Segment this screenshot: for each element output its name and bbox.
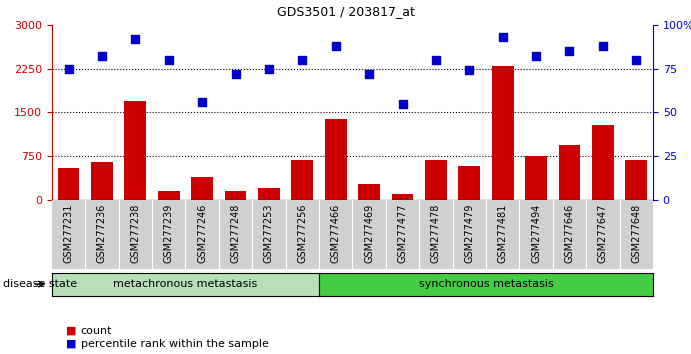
Text: GSM277478: GSM277478 <box>431 204 441 263</box>
Text: ■: ■ <box>66 339 76 349</box>
Bar <box>225 191 247 200</box>
Text: percentile rank within the sample: percentile rank within the sample <box>81 339 269 349</box>
Point <box>130 36 141 42</box>
Point <box>96 53 107 59</box>
Bar <box>91 162 113 200</box>
Bar <box>258 188 280 200</box>
Bar <box>392 194 413 200</box>
Point <box>63 66 74 72</box>
Text: GSM277648: GSM277648 <box>632 204 641 263</box>
Bar <box>458 166 480 200</box>
Text: GSM277479: GSM277479 <box>464 204 474 263</box>
Bar <box>158 191 180 200</box>
Point <box>564 48 575 54</box>
Text: synchronous metastasis: synchronous metastasis <box>419 279 553 289</box>
Text: GSM277231: GSM277231 <box>64 204 73 263</box>
Text: GSM277238: GSM277238 <box>131 204 140 263</box>
Text: GSM277494: GSM277494 <box>531 204 541 263</box>
Text: count: count <box>81 326 113 336</box>
Point <box>597 43 608 48</box>
Text: GSM277477: GSM277477 <box>397 204 408 263</box>
Bar <box>124 101 146 200</box>
Bar <box>592 125 614 200</box>
Text: GDS3501 / 203817_at: GDS3501 / 203817_at <box>276 5 415 18</box>
Text: GSM277253: GSM277253 <box>264 204 274 263</box>
Point <box>163 57 174 63</box>
Bar <box>358 184 380 200</box>
Bar <box>492 66 513 200</box>
Point <box>397 101 408 107</box>
Text: GSM277239: GSM277239 <box>164 204 173 263</box>
Point <box>531 53 542 59</box>
Bar <box>191 177 213 200</box>
Text: disease state: disease state <box>3 279 77 289</box>
Bar <box>325 119 347 200</box>
Point <box>263 66 274 72</box>
Point <box>430 57 442 63</box>
Text: GSM277647: GSM277647 <box>598 204 608 263</box>
Point <box>296 57 307 63</box>
Point <box>497 34 508 40</box>
Point <box>330 43 341 48</box>
Point <box>196 99 207 105</box>
Text: GSM277646: GSM277646 <box>565 204 574 263</box>
Bar <box>525 156 547 200</box>
Text: GSM277469: GSM277469 <box>364 204 374 263</box>
Text: GSM277256: GSM277256 <box>297 204 307 263</box>
Text: GSM277466: GSM277466 <box>331 204 341 263</box>
Point <box>230 71 241 77</box>
Point <box>631 57 642 63</box>
Point <box>464 68 475 73</box>
Bar <box>292 160 313 200</box>
Text: GSM277246: GSM277246 <box>197 204 207 263</box>
Text: metachronous metastasis: metachronous metastasis <box>113 279 258 289</box>
Bar <box>57 168 79 200</box>
Text: GSM277248: GSM277248 <box>231 204 240 263</box>
Bar <box>625 160 647 200</box>
Point <box>363 71 375 77</box>
Bar <box>558 144 580 200</box>
Bar <box>425 160 447 200</box>
Text: GSM277481: GSM277481 <box>498 204 508 263</box>
Text: GSM277236: GSM277236 <box>97 204 107 263</box>
Text: ■: ■ <box>66 326 76 336</box>
